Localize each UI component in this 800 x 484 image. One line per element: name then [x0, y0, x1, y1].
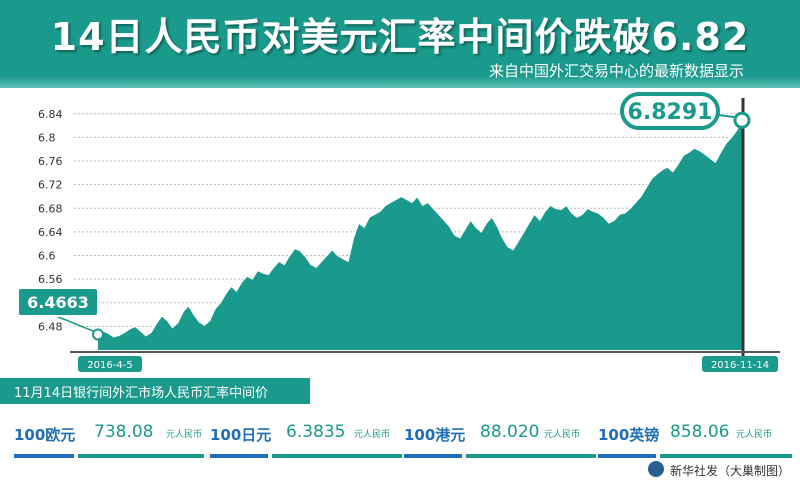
rate-value: 738.08 [94, 422, 154, 442]
rate-bar-blue [404, 454, 462, 458]
section-title: 11月14日银行间外汇市场人民币汇率中间价 [14, 386, 269, 401]
section-band [0, 378, 310, 404]
rate-value: 6.3835 [286, 422, 346, 442]
exchange-rate-chart: 6.846.86.766.726.686.646.66.566.526.486.… [17, 92, 780, 372]
header-band [0, 0, 800, 88]
rate-unit: 100欧元 [14, 426, 76, 444]
start-point [92, 328, 104, 341]
y-tick-label: 6.56 [38, 273, 63, 286]
end-date-label: 2016-11-14 [711, 360, 769, 371]
rate-bar-blue [598, 454, 656, 458]
rate-suffix: 元人民币 [544, 430, 581, 440]
rate-suffix: 元人民币 [736, 430, 773, 440]
series-line [97, 119, 743, 338]
rate-suffix: 元人民币 [354, 430, 391, 440]
y-tick-label: 6.64 [38, 226, 63, 239]
start-callout-line [55, 315, 95, 333]
rate-item-eur: 100欧元 738.08 元人民币 [14, 418, 204, 458]
start-callout-box [17, 287, 99, 317]
rate-bar-teal [272, 454, 402, 458]
rate-bar-teal [78, 454, 204, 458]
end-callout-box [620, 92, 720, 130]
y-tick-label: 6.84 [38, 108, 63, 121]
series-area [98, 120, 742, 350]
rate-value: 858.06 [670, 422, 730, 442]
page-title: 14日人民币对美元汇率中间价跌破6.82 [50, 15, 750, 59]
xinhua-seal-icon [648, 461, 664, 477]
rate-bar-teal [466, 454, 596, 458]
source-credit: 新华社发（大巢制图） [669, 464, 790, 478]
rate-unit: 100英镑 [598, 426, 660, 444]
rate-unit: 100日元 [210, 426, 272, 444]
rate-bar-blue [210, 454, 268, 458]
end-date-tag [702, 356, 778, 372]
rate-bar-teal [660, 454, 792, 458]
end-value-label: 6.8291 [628, 100, 713, 125]
rate-bar-blue [14, 454, 74, 458]
end-point [733, 111, 751, 129]
y-tick-label: 6.72 [38, 179, 63, 192]
rate-value: 88.020 [480, 422, 540, 442]
y-tick-label: 6.76 [38, 155, 63, 168]
rate-item-gbp: 100英镑 858.06 元人民币 [598, 418, 792, 458]
y-tick-label: 6.48 [38, 320, 63, 333]
rate-unit: 100港元 [404, 426, 466, 444]
start-date-label: 2016-4-5 [87, 360, 132, 371]
y-tick-label: 6.68 [38, 202, 63, 215]
rate-item-hkd: 100港元 88.020 元人民币 [404, 418, 596, 458]
y-tick-label: 6.6 [38, 250, 56, 263]
start-value-label: 6.4663 [27, 293, 89, 312]
y-tick-label: 6.8 [38, 131, 56, 144]
subtitle: 来自中国外汇交易中心的最新数据显示 [488, 62, 744, 80]
rate-suffix: 元人民币 [166, 430, 203, 440]
rate-item-jpy: 100日元 6.3835 元人民币 [210, 418, 402, 458]
start-date-tag [78, 356, 142, 372]
